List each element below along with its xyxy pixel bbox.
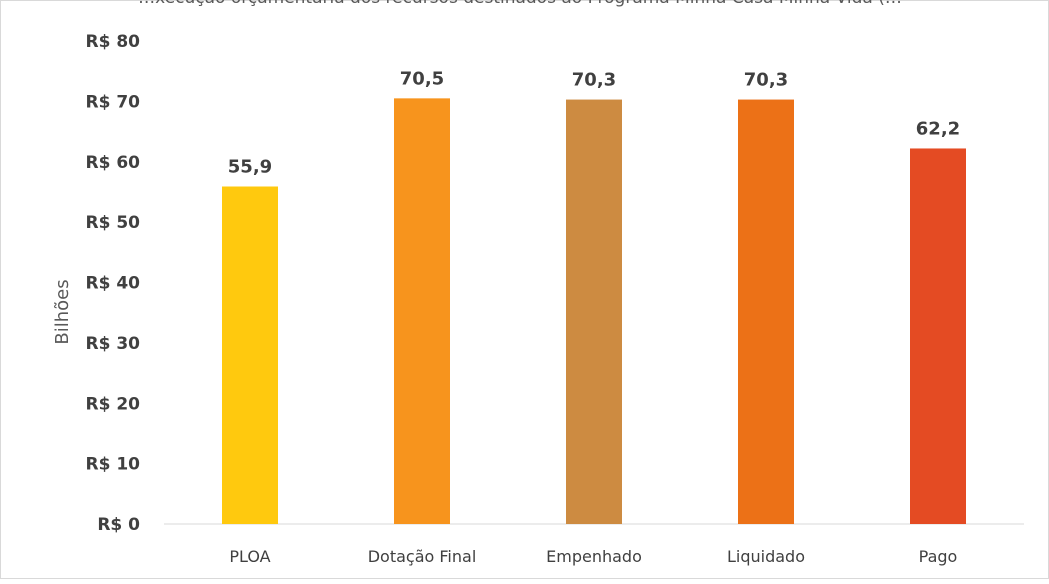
y-tick-label: R$ 50 xyxy=(86,213,141,233)
y-tick-label: R$ 70 xyxy=(86,92,141,112)
y-tick-label: R$ 30 xyxy=(86,334,141,354)
x-tick-label: Empenhado xyxy=(546,547,642,566)
data-label: 70,3 xyxy=(572,70,616,91)
x-tick-label: PLOA xyxy=(229,547,270,566)
y-tick-label: R$ 10 xyxy=(86,455,141,475)
y-tick-label: R$ 80 xyxy=(86,32,141,52)
bar-liquidado xyxy=(738,99,794,524)
x-tick-label: Dotação Final xyxy=(368,547,477,566)
y-tick-label: R$ 60 xyxy=(86,153,141,173)
bar-empenhado xyxy=(566,99,622,524)
data-label: 70,5 xyxy=(400,68,444,89)
x-tick-label: Liquidado xyxy=(727,547,805,566)
y-tick-label: R$ 0 xyxy=(97,515,140,535)
y-axis-ticks: R$ 0 R$ 10 R$ 20 R$ 30 R$ 40 R$ 50 R$ 60 R$ 70 R… xyxy=(86,32,141,535)
y-axis-label: Bilhões xyxy=(52,279,73,344)
data-label: 70,3 xyxy=(744,70,788,91)
x-axis-ticks: PLOA Dotação Final Empenhado Liquidado Pago xyxy=(229,547,957,566)
x-tick-label: Pago xyxy=(919,547,958,566)
bar-ploa xyxy=(222,186,278,524)
bar-pago xyxy=(910,148,966,524)
data-labels: 55,9 70,5 70,3 70,3 62,2 xyxy=(228,68,960,177)
y-tick-label: R$ 40 xyxy=(86,274,141,294)
chart-title: …xecução orçamentária dos recursos desti… xyxy=(138,0,902,8)
bar-dota-o-final xyxy=(394,98,450,524)
bars xyxy=(222,98,966,524)
y-tick-label: R$ 20 xyxy=(86,394,141,414)
data-label: 62,2 xyxy=(916,118,960,139)
data-label: 55,9 xyxy=(228,157,272,178)
